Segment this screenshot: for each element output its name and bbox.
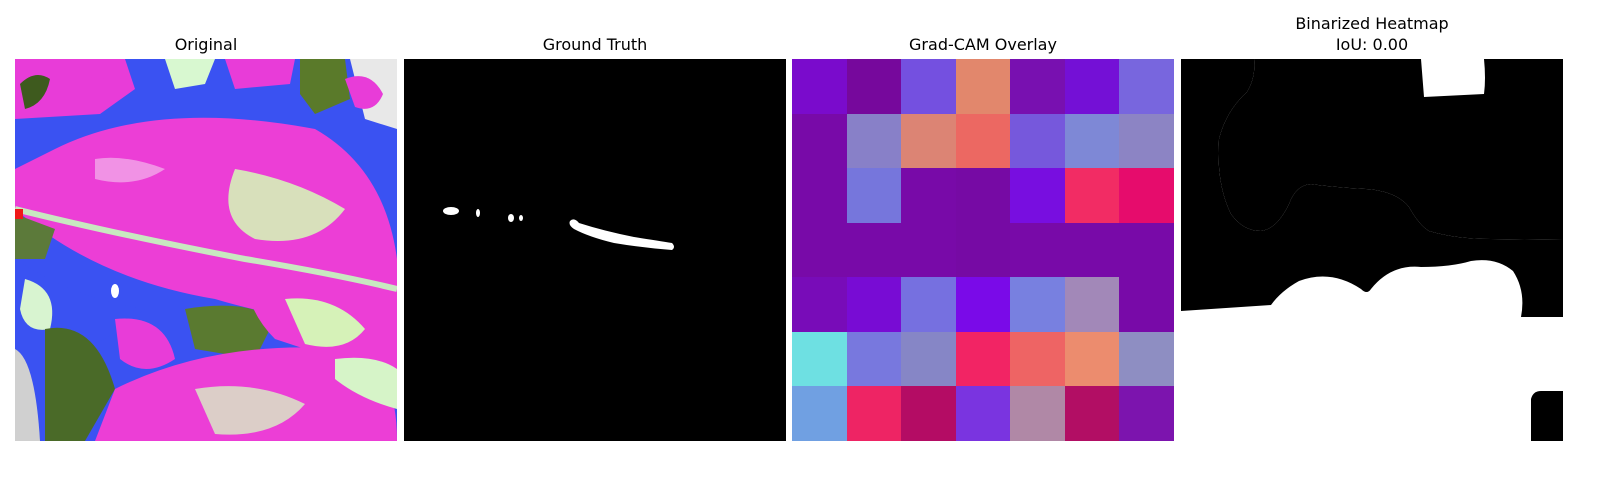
- panel-title-ground-truth: Ground Truth: [542, 35, 648, 54]
- gradcam-cell-r3-c1: [846, 222, 902, 278]
- gradcam-cell-r6-c2: [901, 386, 956, 441]
- binarized-heatmap-mask: [1181, 59, 1563, 441]
- gradcam-cell-r5-c5: [1064, 331, 1120, 387]
- gradcam-cell-r3-c2: [901, 222, 956, 278]
- gradcam-cell-r6-c3: [955, 386, 1011, 441]
- ground-truth-mask: [404, 59, 786, 441]
- gradcam-cell-r3-c5: [1064, 222, 1120, 278]
- panel-binarized: Binarized Heatmap IoU: 0.00: [1181, 0, 1563, 500]
- panel-title-binarized: Binarized Heatmap: [1295, 14, 1449, 33]
- gradcam-cell-r4-c4: [1010, 277, 1065, 332]
- gradcam-overlay-grid: [792, 59, 1174, 441]
- gradcam-cell-r4-c5: [1064, 277, 1120, 332]
- gradcam-cell-r0-c4: [1010, 59, 1065, 114]
- gradcam-cell-r3-c0: [792, 222, 847, 278]
- gradcam-cell-r5-c4: [1010, 331, 1065, 387]
- gradcam-cell-r4-c3: [955, 277, 1011, 332]
- gradcam-cell-r5-c2: [901, 331, 956, 387]
- gradcam-cell-r2-c4: [1010, 168, 1065, 223]
- gradcam-cell-r6-c4: [1010, 386, 1065, 441]
- gradcam-cell-r2-c0: [792, 168, 847, 223]
- gradcam-cell-r1-c6: [1119, 113, 1174, 169]
- gradcam-cell-r5-c6: [1119, 331, 1174, 387]
- gradcam-cell-r6-c0: [792, 386, 847, 441]
- panel-iou-score: IoU: 0.00: [1335, 35, 1409, 54]
- gradcam-cell-r4-c2: [901, 277, 956, 332]
- panel-title-gradcam: Grad-CAM Overlay: [909, 35, 1057, 54]
- gradcam-cell-r0-c3: [955, 59, 1011, 114]
- gradcam-cell-r2-c2: [901, 168, 956, 223]
- gradcam-cell-r1-c3: [955, 113, 1011, 169]
- gradcam-cell-r1-c1: [846, 113, 902, 169]
- gradcam-cell-r5-c3: [955, 331, 1011, 387]
- gradcam-cell-r6-c5: [1064, 386, 1120, 441]
- gradcam-cell-r0-c5: [1064, 59, 1120, 114]
- gradcam-cell-r0-c1: [846, 59, 902, 114]
- panel-original: Original: [15, 0, 397, 500]
- gradcam-cell-r3-c6: [1119, 222, 1174, 278]
- gradcam-cell-r2-c3: [955, 168, 1011, 223]
- gradcam-cell-r1-c4: [1010, 113, 1065, 169]
- gradcam-cell-r4-c1: [846, 277, 902, 332]
- panel-gradcam: Grad-CAM Overlay: [792, 0, 1174, 500]
- panel-title-original: Original: [174, 35, 238, 54]
- gradcam-cell-r2-c1: [846, 168, 902, 223]
- gradcam-cell-r3-c3: [955, 222, 1011, 278]
- panel-ground-truth: Ground Truth: [404, 0, 786, 500]
- gradcam-cell-r1-c0: [792, 113, 847, 169]
- gradcam-cell-r6-c6: [1119, 386, 1174, 441]
- gradcam-cell-r0-c2: [901, 59, 956, 114]
- gradcam-cell-r4-c6: [1119, 277, 1174, 332]
- gradcam-cell-r6-c1: [846, 386, 902, 441]
- gradcam-cell-r2-c5: [1064, 168, 1120, 223]
- gradcam-cell-r4-c0: [792, 277, 847, 332]
- gradcam-cell-r5-c0: [792, 331, 847, 387]
- gradcam-cell-r0-c0: [792, 59, 847, 114]
- original-leaf-image: [15, 59, 397, 441]
- gradcam-cell-r0-c6: [1119, 59, 1174, 114]
- gradcam-cell-r1-c2: [901, 113, 956, 169]
- gradcam-cell-r3-c4: [1010, 222, 1065, 278]
- gradcam-cell-r5-c1: [846, 331, 902, 387]
- gradcam-cell-r1-c5: [1064, 113, 1120, 169]
- gradcam-cell-r2-c6: [1119, 168, 1174, 223]
